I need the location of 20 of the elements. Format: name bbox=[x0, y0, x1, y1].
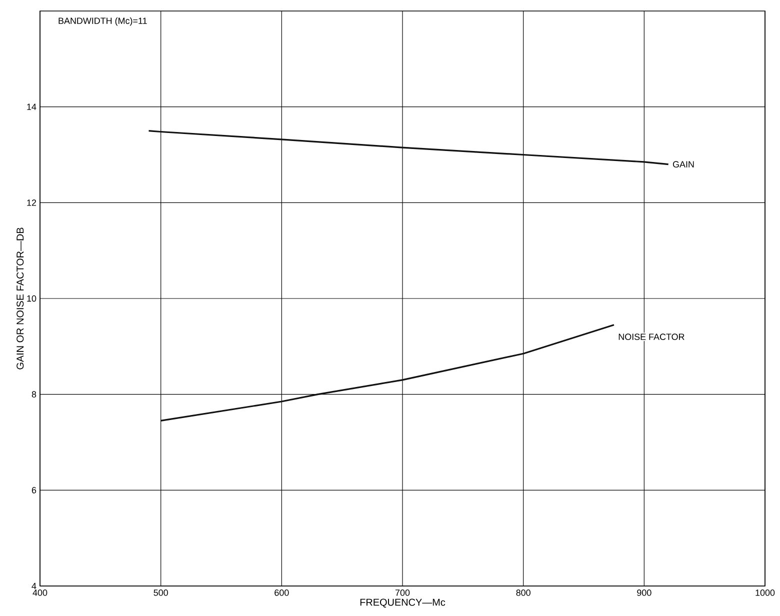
annotation: BANDWIDTH (Mc)=11 bbox=[58, 17, 147, 26]
y-tick-label: 6 bbox=[32, 486, 36, 494]
line-series bbox=[160, 324, 615, 422]
x-tick-label: 600 bbox=[274, 590, 289, 596]
y-axis-title: GAIN OR NOISE FACTOR—DB bbox=[16, 228, 24, 370]
series-label: GAIN bbox=[672, 161, 694, 168]
y-tick-label: 4 bbox=[32, 582, 36, 590]
x-tick-label: 500 bbox=[154, 590, 168, 596]
x-axis-title: FREQUENCY—Mc bbox=[360, 598, 446, 608]
y-tick-label: 8 bbox=[32, 391, 36, 398]
line-series bbox=[148, 130, 670, 166]
x-tick-label: 400 bbox=[32, 590, 48, 596]
y-tick-label: 10 bbox=[27, 295, 36, 302]
y-tick-label: 12 bbox=[27, 200, 36, 206]
y-tick-label: 14 bbox=[27, 104, 36, 110]
x-tick-label: 1000 bbox=[756, 590, 775, 596]
series-label: NOISE FACTOR bbox=[618, 334, 684, 340]
x-tick-label: 900 bbox=[637, 590, 652, 596]
x-tick-label: 800 bbox=[516, 590, 530, 596]
x-tick-label: 700 bbox=[395, 590, 410, 596]
